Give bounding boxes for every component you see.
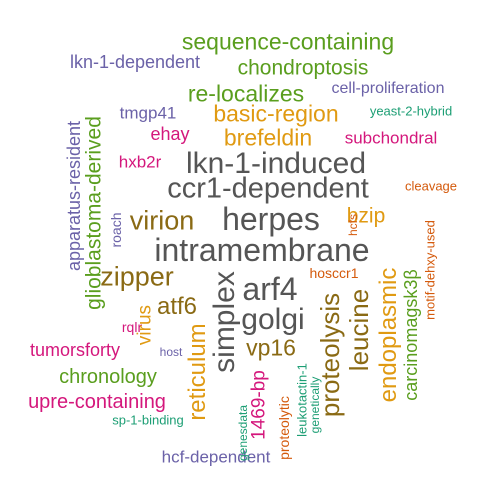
word: proteolysis [315, 292, 345, 418]
word: cleavage [404, 178, 458, 194]
word: cell-proliferation [331, 80, 445, 97]
word: ehay [150, 124, 190, 144]
word: yeast-2-hybrid [369, 103, 453, 119]
word: roach [108, 212, 124, 248]
word: virus [134, 304, 156, 346]
word: upre-containing [28, 391, 166, 413]
word: hxb2r [118, 152, 162, 172]
word: rqlr [121, 319, 143, 335]
word: brefeldin [223, 124, 313, 151]
word: arf4 [242, 271, 298, 307]
word: lkn-1-induced [185, 147, 367, 180]
word: chronology [59, 366, 157, 388]
word: golgi [241, 303, 305, 336]
word: hosccr1 [309, 265, 359, 281]
word: 1469-bp [248, 370, 270, 440]
word: tumorsforty [29, 340, 121, 360]
word: re-localizes [187, 80, 305, 107]
word: leucine [344, 288, 374, 372]
word: motif-dehxy-used [422, 220, 438, 320]
word: ccr1-dependent [167, 172, 369, 205]
word: virion [129, 205, 195, 236]
word: endoplasmic [375, 267, 402, 403]
word: zipper [100, 261, 174, 292]
word: chondroptosis [237, 56, 369, 80]
word: carcinomagsk3β [401, 269, 421, 401]
word: tmgp41 [119, 103, 177, 123]
word: reticulum [184, 323, 211, 421]
word: leukotactin-1 [294, 363, 310, 437]
word: simplex [208, 271, 241, 373]
word: hcfs [346, 213, 360, 237]
word: hcf-dependent [161, 447, 271, 467]
word: subchondral [344, 128, 438, 148]
word: glioblastoma-derived [82, 116, 106, 310]
word: basic-region [213, 100, 339, 127]
word: herpes [222, 201, 320, 237]
word: proteolytic [276, 396, 292, 460]
word: bzip [346, 204, 386, 228]
word: intramembrane [154, 232, 370, 268]
word: host [159, 345, 183, 359]
word: genesdata [236, 404, 250, 462]
word: apparatus-resident [64, 120, 84, 272]
word: sequence-containing [181, 28, 395, 55]
word: sp-1-binding [112, 412, 184, 428]
word: atf6 [156, 293, 198, 320]
word: lkn-1-dependent [69, 52, 201, 72]
word: vp16 [246, 334, 296, 361]
